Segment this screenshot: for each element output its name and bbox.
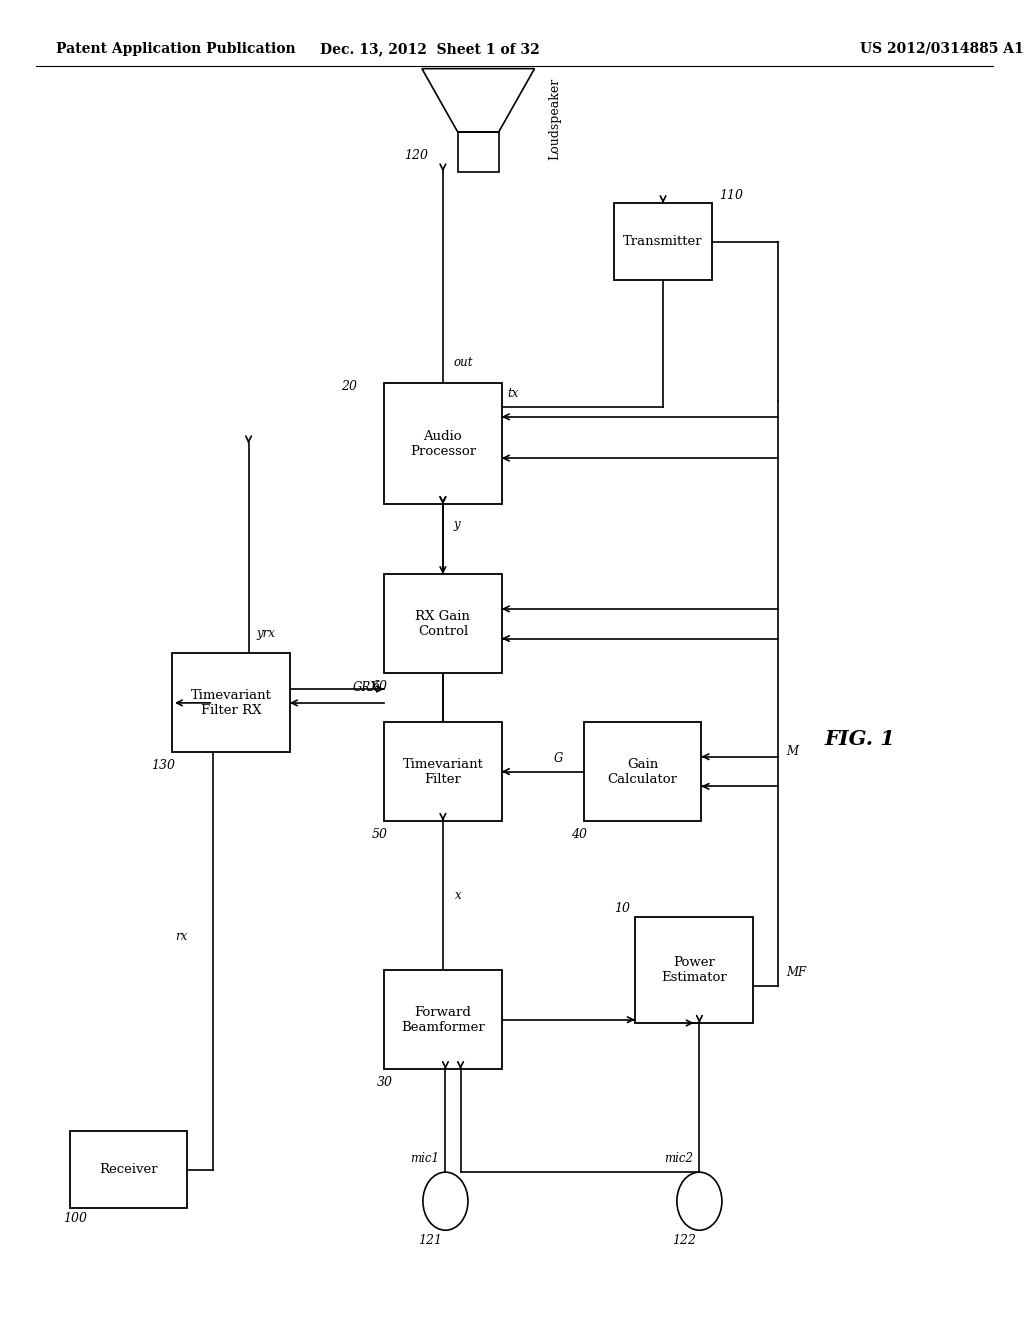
Bar <box>458 132 499 172</box>
Bar <box>384 383 502 504</box>
Text: Loudspeaker: Loudspeaker <box>548 78 561 160</box>
Text: MF: MF <box>786 966 807 979</box>
Text: 121: 121 <box>418 1234 441 1247</box>
Text: Receiver: Receiver <box>99 1163 158 1176</box>
Text: M: M <box>786 746 799 758</box>
Text: 122: 122 <box>672 1234 695 1247</box>
Text: RX Gain
Control: RX Gain Control <box>416 610 470 638</box>
Text: 60: 60 <box>372 680 388 693</box>
Text: 50: 50 <box>372 828 388 841</box>
Text: 10: 10 <box>614 902 631 915</box>
Text: yrx: yrx <box>257 627 275 640</box>
Text: GRX: GRX <box>352 681 379 693</box>
Text: 110: 110 <box>719 189 742 202</box>
Text: x: x <box>455 890 462 902</box>
Bar <box>384 722 502 821</box>
Bar <box>70 1131 187 1208</box>
Text: Forward
Beamformer: Forward Beamformer <box>401 1006 484 1034</box>
Bar <box>172 653 290 752</box>
Text: rx: rx <box>175 929 187 942</box>
Text: 100: 100 <box>63 1212 87 1225</box>
Text: y: y <box>453 517 460 531</box>
Bar <box>635 917 753 1023</box>
Text: G: G <box>553 752 563 764</box>
Text: tx: tx <box>507 387 518 400</box>
Text: FIG. 1: FIG. 1 <box>824 729 896 750</box>
Text: Dec. 13, 2012  Sheet 1 of 32: Dec. 13, 2012 Sheet 1 of 32 <box>321 42 540 55</box>
Text: 40: 40 <box>571 828 588 841</box>
Text: mic2: mic2 <box>665 1152 693 1166</box>
Bar <box>614 203 712 280</box>
Text: Power
Estimator: Power Estimator <box>660 956 727 985</box>
Text: Timevariant
Filter: Timevariant Filter <box>402 758 483 785</box>
Bar <box>384 970 502 1069</box>
Text: mic1: mic1 <box>411 1152 439 1166</box>
Text: Transmitter: Transmitter <box>624 235 702 248</box>
Text: Patent Application Publication: Patent Application Publication <box>56 42 296 55</box>
Text: 30: 30 <box>377 1076 393 1089</box>
Text: Timevariant
Filter RX: Timevariant Filter RX <box>190 689 271 717</box>
Text: 120: 120 <box>404 149 428 162</box>
Bar <box>584 722 701 821</box>
Text: Audio
Processor: Audio Processor <box>410 429 476 458</box>
Text: 130: 130 <box>152 759 175 772</box>
Bar <box>384 574 502 673</box>
Text: 20: 20 <box>341 380 357 393</box>
Text: US 2012/0314885 A1: US 2012/0314885 A1 <box>860 42 1024 55</box>
Text: out: out <box>453 356 473 370</box>
Text: Gain
Calculator: Gain Calculator <box>607 758 678 785</box>
